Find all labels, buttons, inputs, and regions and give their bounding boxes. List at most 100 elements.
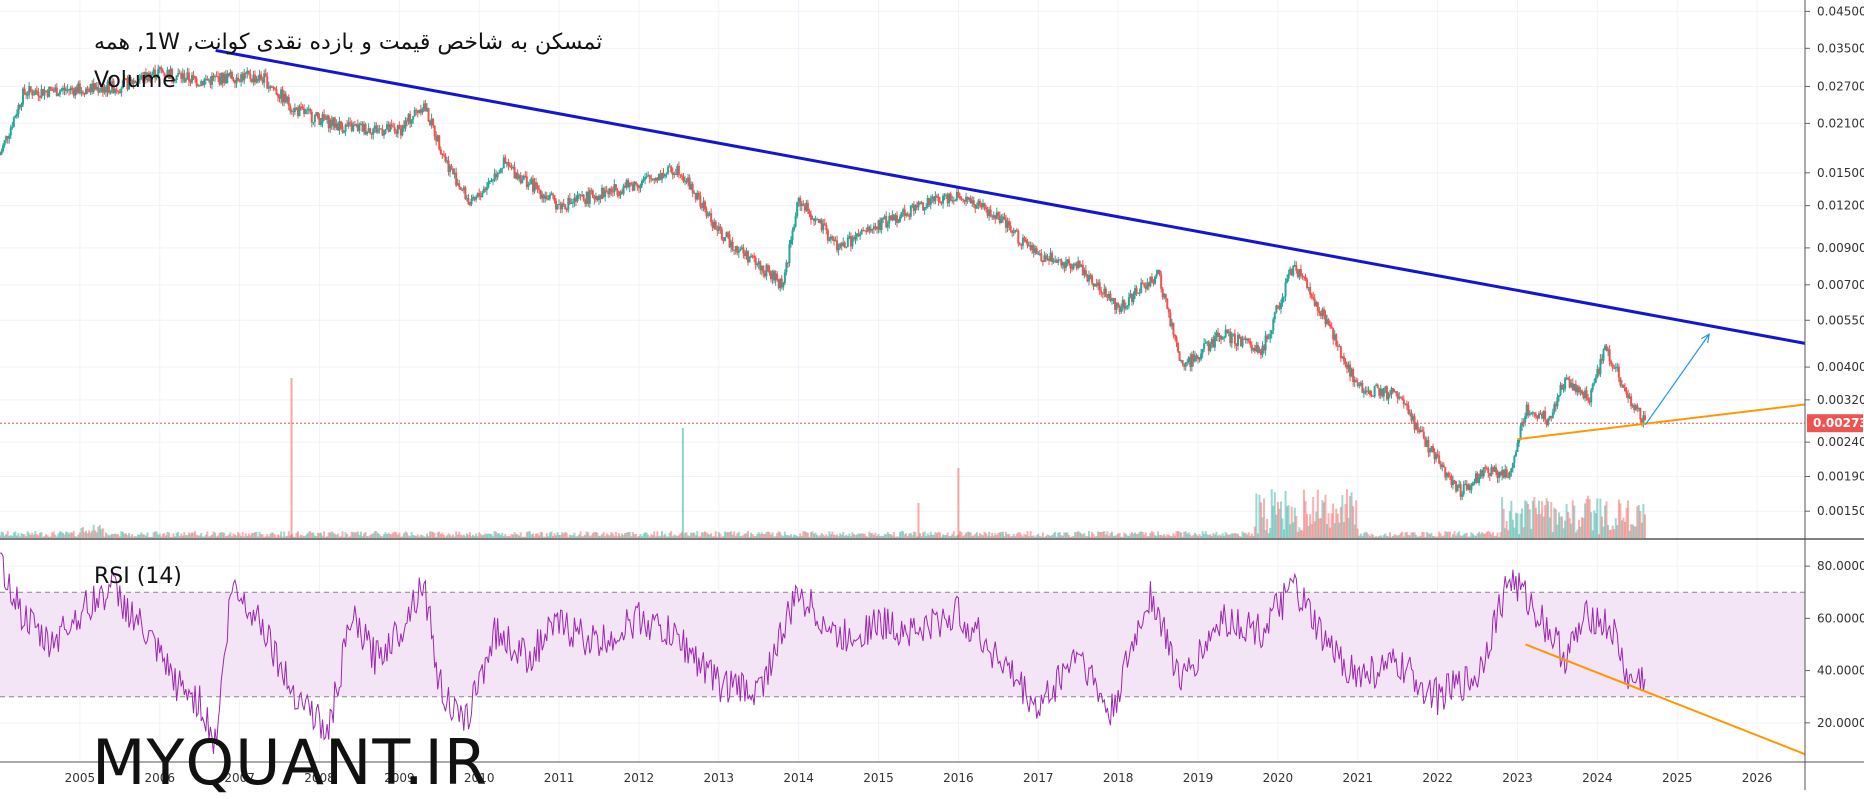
volume-bar [1530,528,1533,538]
volume-bar [803,531,806,538]
candle-body [1112,298,1115,300]
candle-body [664,174,667,177]
candle-body [29,86,32,91]
candle-body [1631,405,1634,407]
volume-bar [439,534,442,538]
candle-body [1499,472,1502,476]
candle-body [1593,382,1596,384]
volume-bar [545,533,548,538]
candle-body [1086,275,1089,282]
volume-bar [1511,519,1514,538]
candle-body [1141,282,1144,284]
x-tick-2022: 2022 [1422,771,1453,785]
volume-bar [707,533,710,538]
volume-bar [229,532,232,538]
volume-bar [57,533,60,538]
candle-body [83,93,86,95]
candle-body [468,204,471,206]
volume-bar [75,536,78,538]
candle-body [960,198,963,200]
candle-body [284,93,287,103]
candle-body [836,240,839,251]
candle-body [396,125,399,134]
candle-body [774,273,777,281]
candle-body [1089,274,1092,276]
candle-body [1610,361,1613,365]
volume-bar [427,536,430,538]
volume-bar [1479,533,1482,538]
candle-body [1003,216,1006,220]
candle-body [1392,388,1395,392]
volume-bar [120,531,123,538]
volume-bar [89,532,92,538]
candle-body [1071,268,1074,270]
volume-bar [865,536,868,538]
volume-bar [296,531,299,538]
volume-bar [333,533,336,538]
candle-body [613,184,616,193]
candle-body [26,94,29,96]
volume-bar [255,531,258,538]
candle-body [495,173,498,178]
volume-bar [0,531,3,538]
candle-body [710,213,713,222]
volume-bar [1161,535,1164,538]
volume-bar [200,532,203,538]
volume-bar [945,534,948,538]
candle-body [1066,259,1069,262]
volume-bar [631,531,634,538]
volume-bar [1124,533,1127,538]
candle-body [321,114,324,123]
volume-bar [1548,517,1551,538]
volume-bar [1527,503,1530,538]
volume-bar [1574,532,1577,538]
x-tick-2007: 2007 [224,771,255,785]
volume-bar [1405,531,1408,538]
volume-bar [1561,516,1564,538]
volume-bar [814,532,817,538]
volume-bar [1127,535,1130,538]
volume-bar [1052,533,1055,538]
volume-bar [240,535,243,538]
volume-bar [836,534,839,538]
volume-bar [275,536,278,538]
candle-body [771,271,774,280]
volume-bar [31,532,34,538]
candle-body [952,200,955,202]
volume-bar [220,532,223,538]
volume-bar [1576,529,1579,538]
volume-bar [1364,531,1367,538]
candle-body [633,181,636,191]
candle-body [52,90,55,92]
volume-bar [449,534,452,538]
candle-body [1448,475,1451,477]
volume-bar [1055,536,1058,538]
volume-bar [1445,531,1448,538]
candle-body [481,192,484,197]
y-tick-0.04500: 0.04500 [1817,4,1864,18]
candle-body [510,167,513,169]
candle-body [1005,219,1008,228]
volume-bar [413,535,416,538]
candle-body [152,69,155,74]
volume-bar [1230,533,1233,538]
volume-bar [135,536,138,538]
volume-bar [163,533,166,538]
volume-bar [1577,520,1580,538]
candle-body [1244,338,1247,341]
candle-body [123,78,126,81]
candle-body [756,264,759,266]
volume-bar [233,534,236,538]
candle-body [988,209,991,216]
volume-bar [553,533,556,538]
volume-bar [1293,507,1296,538]
candle-body [157,69,160,76]
candle-body [327,115,330,129]
candle-body [1240,336,1243,347]
candle-body [1072,264,1075,269]
volume-bar [1444,531,1447,538]
volume-bar [1034,536,1037,538]
candle-body [1230,333,1233,344]
volume-bar [363,533,366,538]
volume-bar [1302,489,1305,538]
